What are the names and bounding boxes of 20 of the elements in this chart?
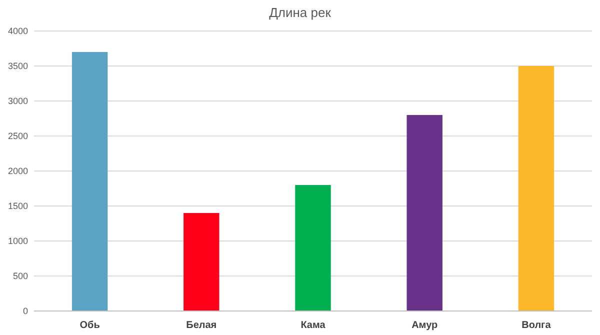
- y-tick-label: 3000: [8, 96, 28, 106]
- x-tick-label: Волга: [522, 320, 552, 331]
- y-tick-label: 2000: [8, 166, 28, 176]
- x-tick-label: Обь: [80, 320, 100, 331]
- y-tick-label: 1500: [8, 201, 28, 212]
- x-tick-label: Кама: [300, 320, 326, 331]
- y-tick-label: 4000: [8, 26, 28, 36]
- y-tick-label: 500: [12, 271, 28, 282]
- chart-title: Длина рек: [269, 5, 332, 20]
- bar: [184, 213, 220, 311]
- x-tick-label: Белая: [186, 320, 217, 331]
- bar: [518, 66, 554, 311]
- y-tick-label: 1000: [8, 236, 28, 246]
- bar: [295, 185, 331, 311]
- y-tick-label: 2500: [8, 131, 28, 142]
- y-tick-label: 3500: [8, 61, 28, 72]
- x-tick-label: Амур: [412, 320, 438, 331]
- bar: [406, 115, 442, 311]
- y-tick-label: 0: [22, 306, 28, 316]
- bar: [72, 52, 108, 311]
